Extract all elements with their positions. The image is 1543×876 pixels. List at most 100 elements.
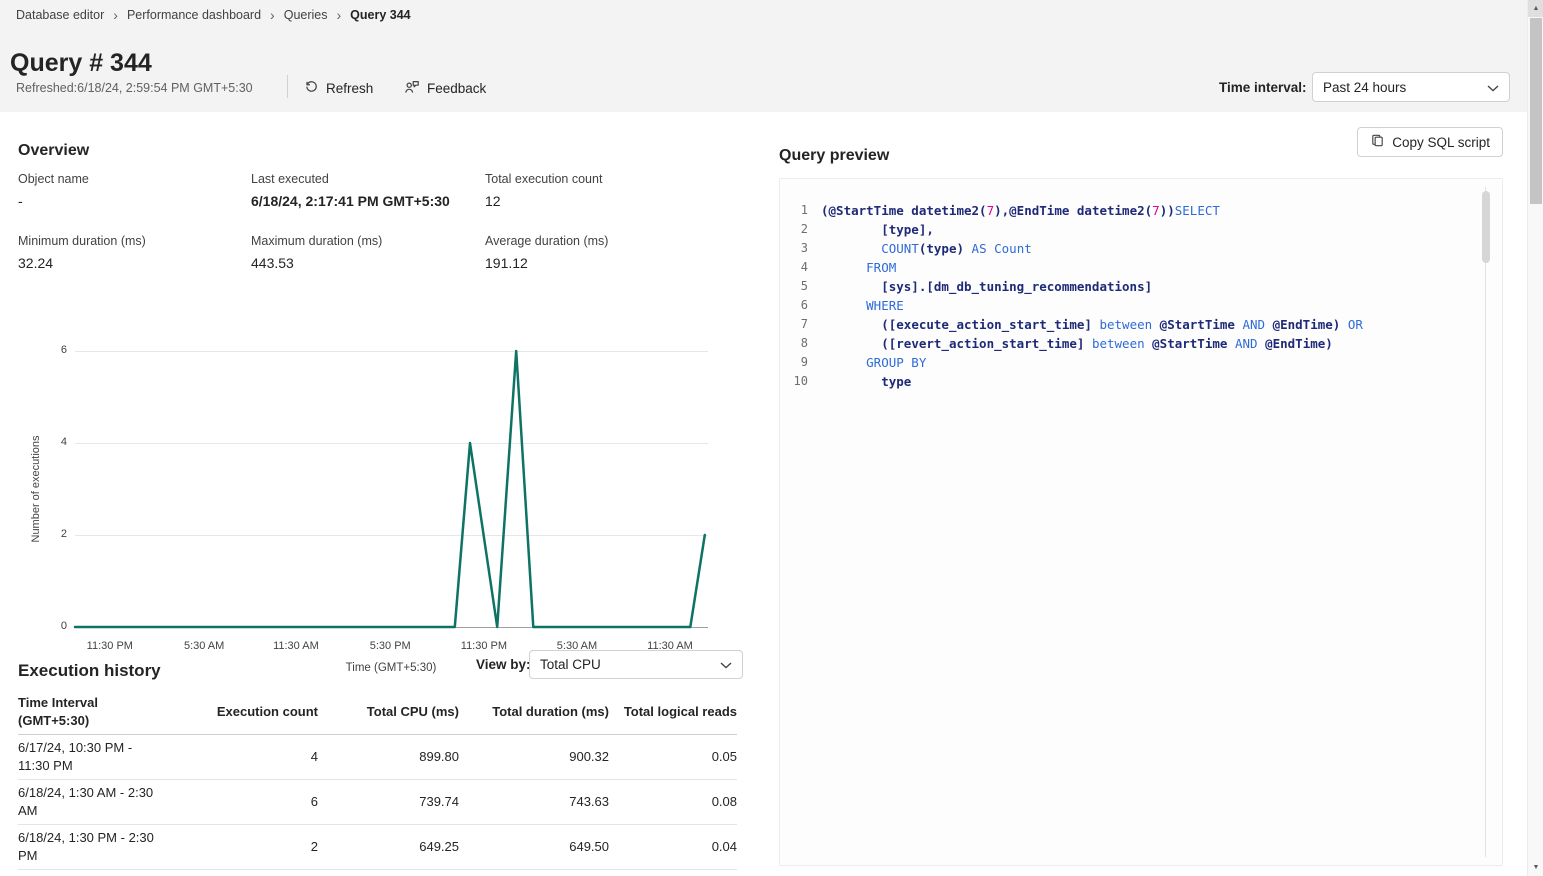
line-number: 5 [800, 279, 808, 293]
line-number: 4 [800, 260, 808, 274]
code-text: ([revert_action_start_time] between @Sta… [881, 336, 1333, 351]
code-line: 8 ([revert_action_start_time] between @S… [780, 334, 1480, 353]
table-row[interactable]: 6/18/24, 1:30 PM - 2:30 PM 2 649.25 649.50 0… [18, 825, 737, 870]
copy-icon [1370, 133, 1385, 151]
time-interval-dropdown[interactable]: Past 24 hours [1312, 72, 1510, 102]
y-tick-label: 4 [60, 436, 67, 448]
y-tick-label: 2 [60, 528, 67, 540]
table-cell: 6/18/24, 1:30 AM - 2:30 AM [18, 785, 154, 818]
table-cell: 739.74 [419, 794, 459, 809]
stat-label: Object name [18, 172, 89, 186]
x-tick-label: 11:30 PM [86, 640, 133, 652]
chevron-down-icon [720, 657, 732, 672]
stat-label: Minimum duration (ms) [18, 234, 146, 248]
line-number: 1 [800, 203, 808, 217]
breadcrumb-chevron-icon: › [270, 7, 275, 23]
table-cell: 899.80 [419, 749, 459, 764]
line-number: 3 [800, 241, 808, 255]
x-tick-label: 11:30 AM [647, 640, 693, 652]
query-preview-heading: Query preview [779, 147, 890, 165]
table-row[interactable]: 6/18/24, 1:30 AM - 2:30 AM 6 739.74 743.63 0… [18, 780, 737, 825]
refresh-button[interactable]: Refresh [298, 74, 379, 102]
chart-x-axis-label: Time (GMT+5:30) [345, 662, 437, 674]
code-text: WHERE [821, 298, 904, 313]
table-cell: 2 [310, 839, 318, 854]
scroll-up-icon[interactable]: ▲ [1528, 0, 1543, 17]
stat: Last executed 6/18/24, 2:17:41 PM GMT+5:3… [251, 172, 485, 209]
header-band [0, 0, 1543, 112]
view-by-dropdown[interactable]: Total CPU [529, 650, 743, 679]
page-scrollbar[interactable]: ▲ ▼ [1527, 0, 1543, 876]
stat-label: Average duration (ms) [485, 234, 609, 248]
breadcrumb-chevron-icon: › [336, 7, 342, 23]
feedback-button[interactable]: Feedback [398, 74, 492, 102]
table-cell: 649.25 [419, 839, 459, 854]
execution-history-heading: Execution history [18, 661, 161, 681]
stat: Minimum duration (ms) 32.24 [18, 234, 251, 271]
table-cell: 0.04 [711, 839, 737, 854]
stat: Average duration (ms) 191.12 [485, 234, 738, 271]
stat-value: 6/18/24, 2:17:41 PM GMT+5:30 [251, 193, 450, 209]
stat: Total execution count 12 [485, 172, 738, 209]
breadcrumb-item[interactable]: Query 344 [350, 8, 411, 22]
copy-sql-button[interactable]: Copy SQL script [1357, 127, 1503, 157]
table-row[interactable]: 6/17/24, 10:30 PM - 11:30 PM 4 899.80 900.3… [18, 735, 737, 780]
column-header: Execution count [216, 704, 318, 719]
scrollbar-thumb[interactable] [1530, 18, 1542, 204]
execution-history-table: Time Interval (GMT+5:30) Execution count T… [18, 690, 737, 870]
table-cell: 4 [310, 749, 318, 764]
table-cell: 743.63 [569, 794, 609, 809]
y-tick-label: 0 [60, 620, 67, 632]
view-by-value: Total CPU [540, 657, 601, 672]
code-line: 1 (@StartTime datetime2(7),@EndTime datet… [780, 201, 1480, 220]
code-scrollbar-thumb[interactable] [1482, 191, 1490, 263]
code-line: 3 COUNT(type) AS Count [780, 239, 1480, 258]
breadcrumb-item[interactable]: Queries [283, 8, 328, 22]
line-number: 9 [800, 355, 808, 369]
stat-label: Last executed [251, 172, 329, 186]
code-line: 5 [sys].[dm_db_tuning_recommendations] [780, 277, 1480, 296]
line-number: 8 [800, 336, 808, 350]
code-text: (@StartTime datetime2(7),@EndTime dateti… [821, 203, 1220, 218]
code-line: 9 GROUP BY [780, 353, 1480, 372]
code-text: FROM [821, 260, 897, 275]
code-scrollbar-track[interactable] [1485, 187, 1486, 857]
code-text: type [821, 374, 912, 389]
stat: Object name - [18, 172, 251, 209]
sql-code-editor[interactable]: 1 (@StartTime datetime2(7),@EndTime datet… [779, 178, 1503, 866]
table-cell: 900.32 [569, 749, 609, 764]
code-text: [type], [821, 222, 934, 237]
gridline [75, 535, 708, 536]
table-cell: 6/17/24, 10:30 PM - 11:30 PM [18, 740, 133, 773]
line-number: 10 [793, 374, 808, 388]
code-line: 2 [type], [780, 220, 1480, 239]
stat-value: 12 [485, 193, 501, 209]
line-number: 7 [800, 317, 808, 331]
x-tick-label: 11:30 PM [460, 640, 508, 652]
code-line: 4 FROM [780, 258, 1480, 277]
code-text: GROUP BY [821, 355, 927, 370]
time-interval-value: Past 24 hours [1323, 79, 1407, 95]
history-table-header: Time Interval (GMT+5:30) Execution count T… [18, 690, 737, 735]
y-tick-label: 6 [60, 344, 67, 356]
stat-value: 32.24 [18, 255, 54, 271]
breadcrumb-item[interactable]: Performance dashboard [126, 8, 262, 22]
refresh-label: Refresh [326, 80, 374, 96]
stat-value: - [18, 193, 23, 209]
table-cell: 6/18/24, 1:30 PM - 2:30 PM [18, 830, 154, 863]
column-header: Total CPU (ms) [366, 704, 459, 719]
code-text: COUNT(type) AS Count [881, 241, 1032, 256]
table-cell: 6 [310, 794, 318, 809]
stat-value: 191.12 [485, 255, 528, 271]
toolbar-divider [287, 75, 288, 98]
stat-value: 443.53 [251, 255, 294, 271]
scroll-down-icon[interactable]: ▼ [1532, 864, 1540, 871]
breadcrumb-chevron-icon: › [113, 7, 118, 23]
code-line: 6 WHERE [780, 296, 1480, 315]
code-line: 7 ([execute_action_start_time] between @… [780, 315, 1480, 334]
time-interval-label: Time interval: [1219, 80, 1307, 95]
breadcrumb-item[interactable]: Database editor [16, 8, 105, 22]
column-header: Total duration (ms) [492, 704, 609, 719]
feedback-icon [404, 79, 420, 98]
